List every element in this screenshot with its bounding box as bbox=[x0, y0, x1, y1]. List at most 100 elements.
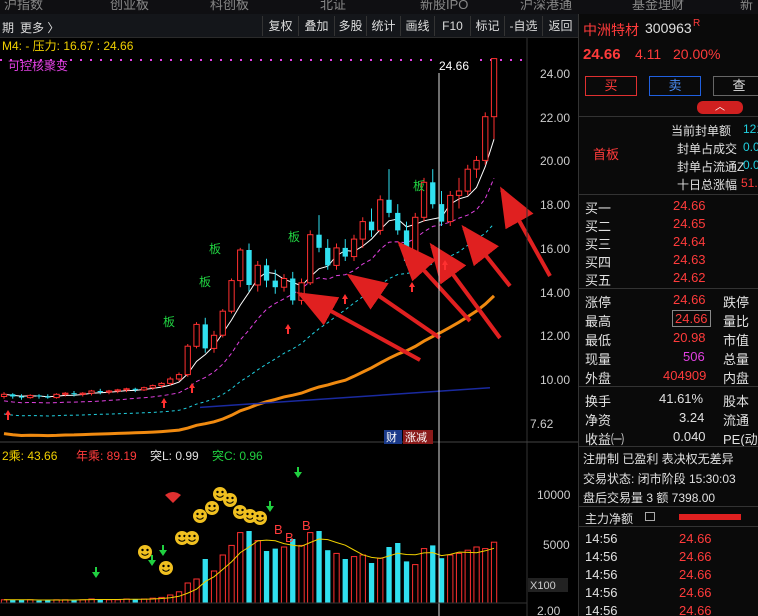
volume-bar bbox=[377, 557, 384, 604]
multi-stock-button[interactable]: 多股 bbox=[334, 16, 366, 36]
candle-body bbox=[412, 216, 419, 262]
tab-star[interactable]: 科创板 bbox=[210, 0, 250, 12]
bid-row[interactable]: 买四 24.63 bbox=[585, 252, 706, 270]
buy-mark: B bbox=[274, 522, 283, 537]
last-price: 24.66 bbox=[583, 46, 621, 63]
cursor-price: 24.66 bbox=[439, 59, 469, 73]
volume-bar bbox=[386, 547, 392, 603]
net-flow-row[interactable]: 主力净额 bbox=[579, 508, 758, 527]
candle-body bbox=[316, 234, 322, 248]
query-button[interactable]: 查 bbox=[713, 76, 758, 96]
price-tick: 14.00 bbox=[540, 286, 570, 300]
smiley-icon bbox=[138, 545, 152, 559]
moving-average-line-ma20 bbox=[3, 223, 495, 417]
restore-rights-button[interactable]: 复权 bbox=[262, 16, 298, 36]
vol-indicator-d: 突C: 0.96 bbox=[212, 448, 263, 463]
volume-bar bbox=[193, 578, 200, 604]
volume-bar bbox=[368, 563, 375, 603]
candle-body bbox=[368, 221, 375, 231]
info-line-3: 盘后交易量 3 额 7398.00 bbox=[583, 491, 716, 505]
quote-row: 最低 20.98 市值 bbox=[585, 330, 750, 348]
volume-bar bbox=[10, 599, 16, 603]
bid-row[interactable]: 买二 24.65 bbox=[585, 216, 706, 234]
candle-body bbox=[455, 190, 463, 196]
candle-body bbox=[175, 374, 183, 380]
signal-down-arrow bbox=[92, 567, 100, 578]
bid-row[interactable]: 买三 24.64 bbox=[585, 234, 706, 252]
tick-row: 14:56 24.66 bbox=[585, 567, 712, 582]
candle-body bbox=[123, 388, 130, 391]
vol-indicator-a: 2乘: 43.66 bbox=[2, 449, 58, 463]
annotation-arrow bbox=[429, 242, 502, 340]
first-board-tag: 首板 bbox=[593, 147, 620, 162]
buy-button[interactable]: 买 bbox=[585, 76, 637, 96]
bid-row[interactable]: 买一 24.66 bbox=[585, 198, 706, 216]
buy-mark: B bbox=[285, 530, 294, 545]
candle-body bbox=[237, 249, 244, 282]
volume-bar bbox=[490, 541, 498, 604]
mark-button[interactable]: 标记 bbox=[470, 16, 504, 36]
f10-button[interactable]: F10 bbox=[434, 16, 470, 36]
price-tick: 24.00 bbox=[540, 67, 570, 81]
smiley-icon bbox=[175, 531, 189, 545]
stock-flag: R bbox=[693, 18, 701, 29]
price-tick: 12.00 bbox=[540, 329, 570, 343]
overlay-button[interactable]: 叠加 bbox=[298, 16, 334, 36]
candle-body bbox=[473, 159, 480, 170]
event-tag-reduction[interactable] bbox=[403, 430, 433, 444]
candle-body bbox=[97, 391, 103, 393]
tab-bse[interactable]: 北证 bbox=[320, 0, 347, 12]
draw-line-button[interactable]: 画线 bbox=[400, 16, 434, 36]
tab-fund[interactable]: 基金理财 bbox=[632, 0, 685, 12]
candle-body bbox=[149, 385, 156, 389]
candle-body bbox=[10, 394, 16, 397]
tab-new[interactable]: 新 bbox=[740, 0, 754, 12]
candle-body bbox=[62, 392, 69, 395]
limit-board-mark: 板 bbox=[209, 242, 221, 256]
candle-body bbox=[464, 168, 471, 192]
volume-bar bbox=[316, 531, 322, 603]
price-row: 24.66 4.11 20.00% bbox=[579, 44, 758, 66]
tab-ipo[interactable]: 新股IPO bbox=[420, 0, 469, 12]
collapse-toggle[interactable]: ︿ bbox=[697, 101, 743, 114]
candle-body bbox=[272, 280, 278, 288]
candle-body bbox=[184, 345, 191, 376]
tick-row: 14:56 24.66 bbox=[585, 549, 712, 564]
candle-body bbox=[263, 265, 270, 281]
tick-row: 14:56 24.66 bbox=[585, 531, 712, 546]
period-label[interactable]: 期 bbox=[2, 21, 15, 35]
chart-svg[interactable]: M4: - 压力: 16.67 : 24.66 可控核聚变 24.00 22.0… bbox=[0, 38, 578, 616]
net-flow-menu-icon[interactable] bbox=[645, 512, 655, 521]
info-line-2: 交易状态: 闭市阶段 15:30:03 bbox=[583, 472, 736, 486]
more-menu[interactable]: 更多 〉 bbox=[20, 21, 60, 35]
tab-connect[interactable]: 沪深港通 bbox=[520, 0, 573, 12]
annotation-arrow bbox=[500, 186, 552, 277]
volume-bar bbox=[18, 599, 25, 603]
signal-down-arrow bbox=[148, 555, 156, 566]
price-change-pct: 20.00% bbox=[673, 46, 721, 62]
candle-body bbox=[158, 382, 165, 387]
tab-chinext[interactable]: 创业板 bbox=[110, 0, 150, 12]
signal-up-arrow bbox=[342, 294, 348, 304]
signal-down-arrow bbox=[294, 467, 302, 478]
volume-bar bbox=[175, 591, 183, 604]
signal-up-arrow bbox=[161, 398, 167, 408]
chart-area[interactable]: M4: - 压力: 16.67 : 24.66 可控核聚变 24.00 22.0… bbox=[0, 38, 578, 616]
annotation-arrow bbox=[346, 273, 442, 340]
event-tag-financial-label: 财 bbox=[386, 430, 397, 444]
candle-body bbox=[27, 394, 34, 399]
event-tag-financial[interactable] bbox=[384, 430, 402, 444]
volume-bar bbox=[97, 599, 103, 603]
stats-button[interactable]: 统计 bbox=[366, 16, 400, 36]
candle-body bbox=[386, 199, 392, 213]
volume-bar bbox=[342, 559, 348, 603]
tab-index[interactable]: 沪指数 bbox=[4, 0, 44, 12]
sell-button[interactable]: 卖 bbox=[649, 76, 701, 96]
remove-watchlist-button[interactable]: -自选 bbox=[504, 16, 542, 36]
volume-bar bbox=[298, 544, 305, 604]
back-button[interactable]: 返回 bbox=[542, 16, 578, 36]
candle-body bbox=[430, 182, 436, 205]
stats-row: 净资 3.24 流通 bbox=[585, 410, 750, 428]
bid-row[interactable]: 买五 24.62 bbox=[585, 270, 706, 288]
signal-up-arrow bbox=[442, 260, 448, 270]
